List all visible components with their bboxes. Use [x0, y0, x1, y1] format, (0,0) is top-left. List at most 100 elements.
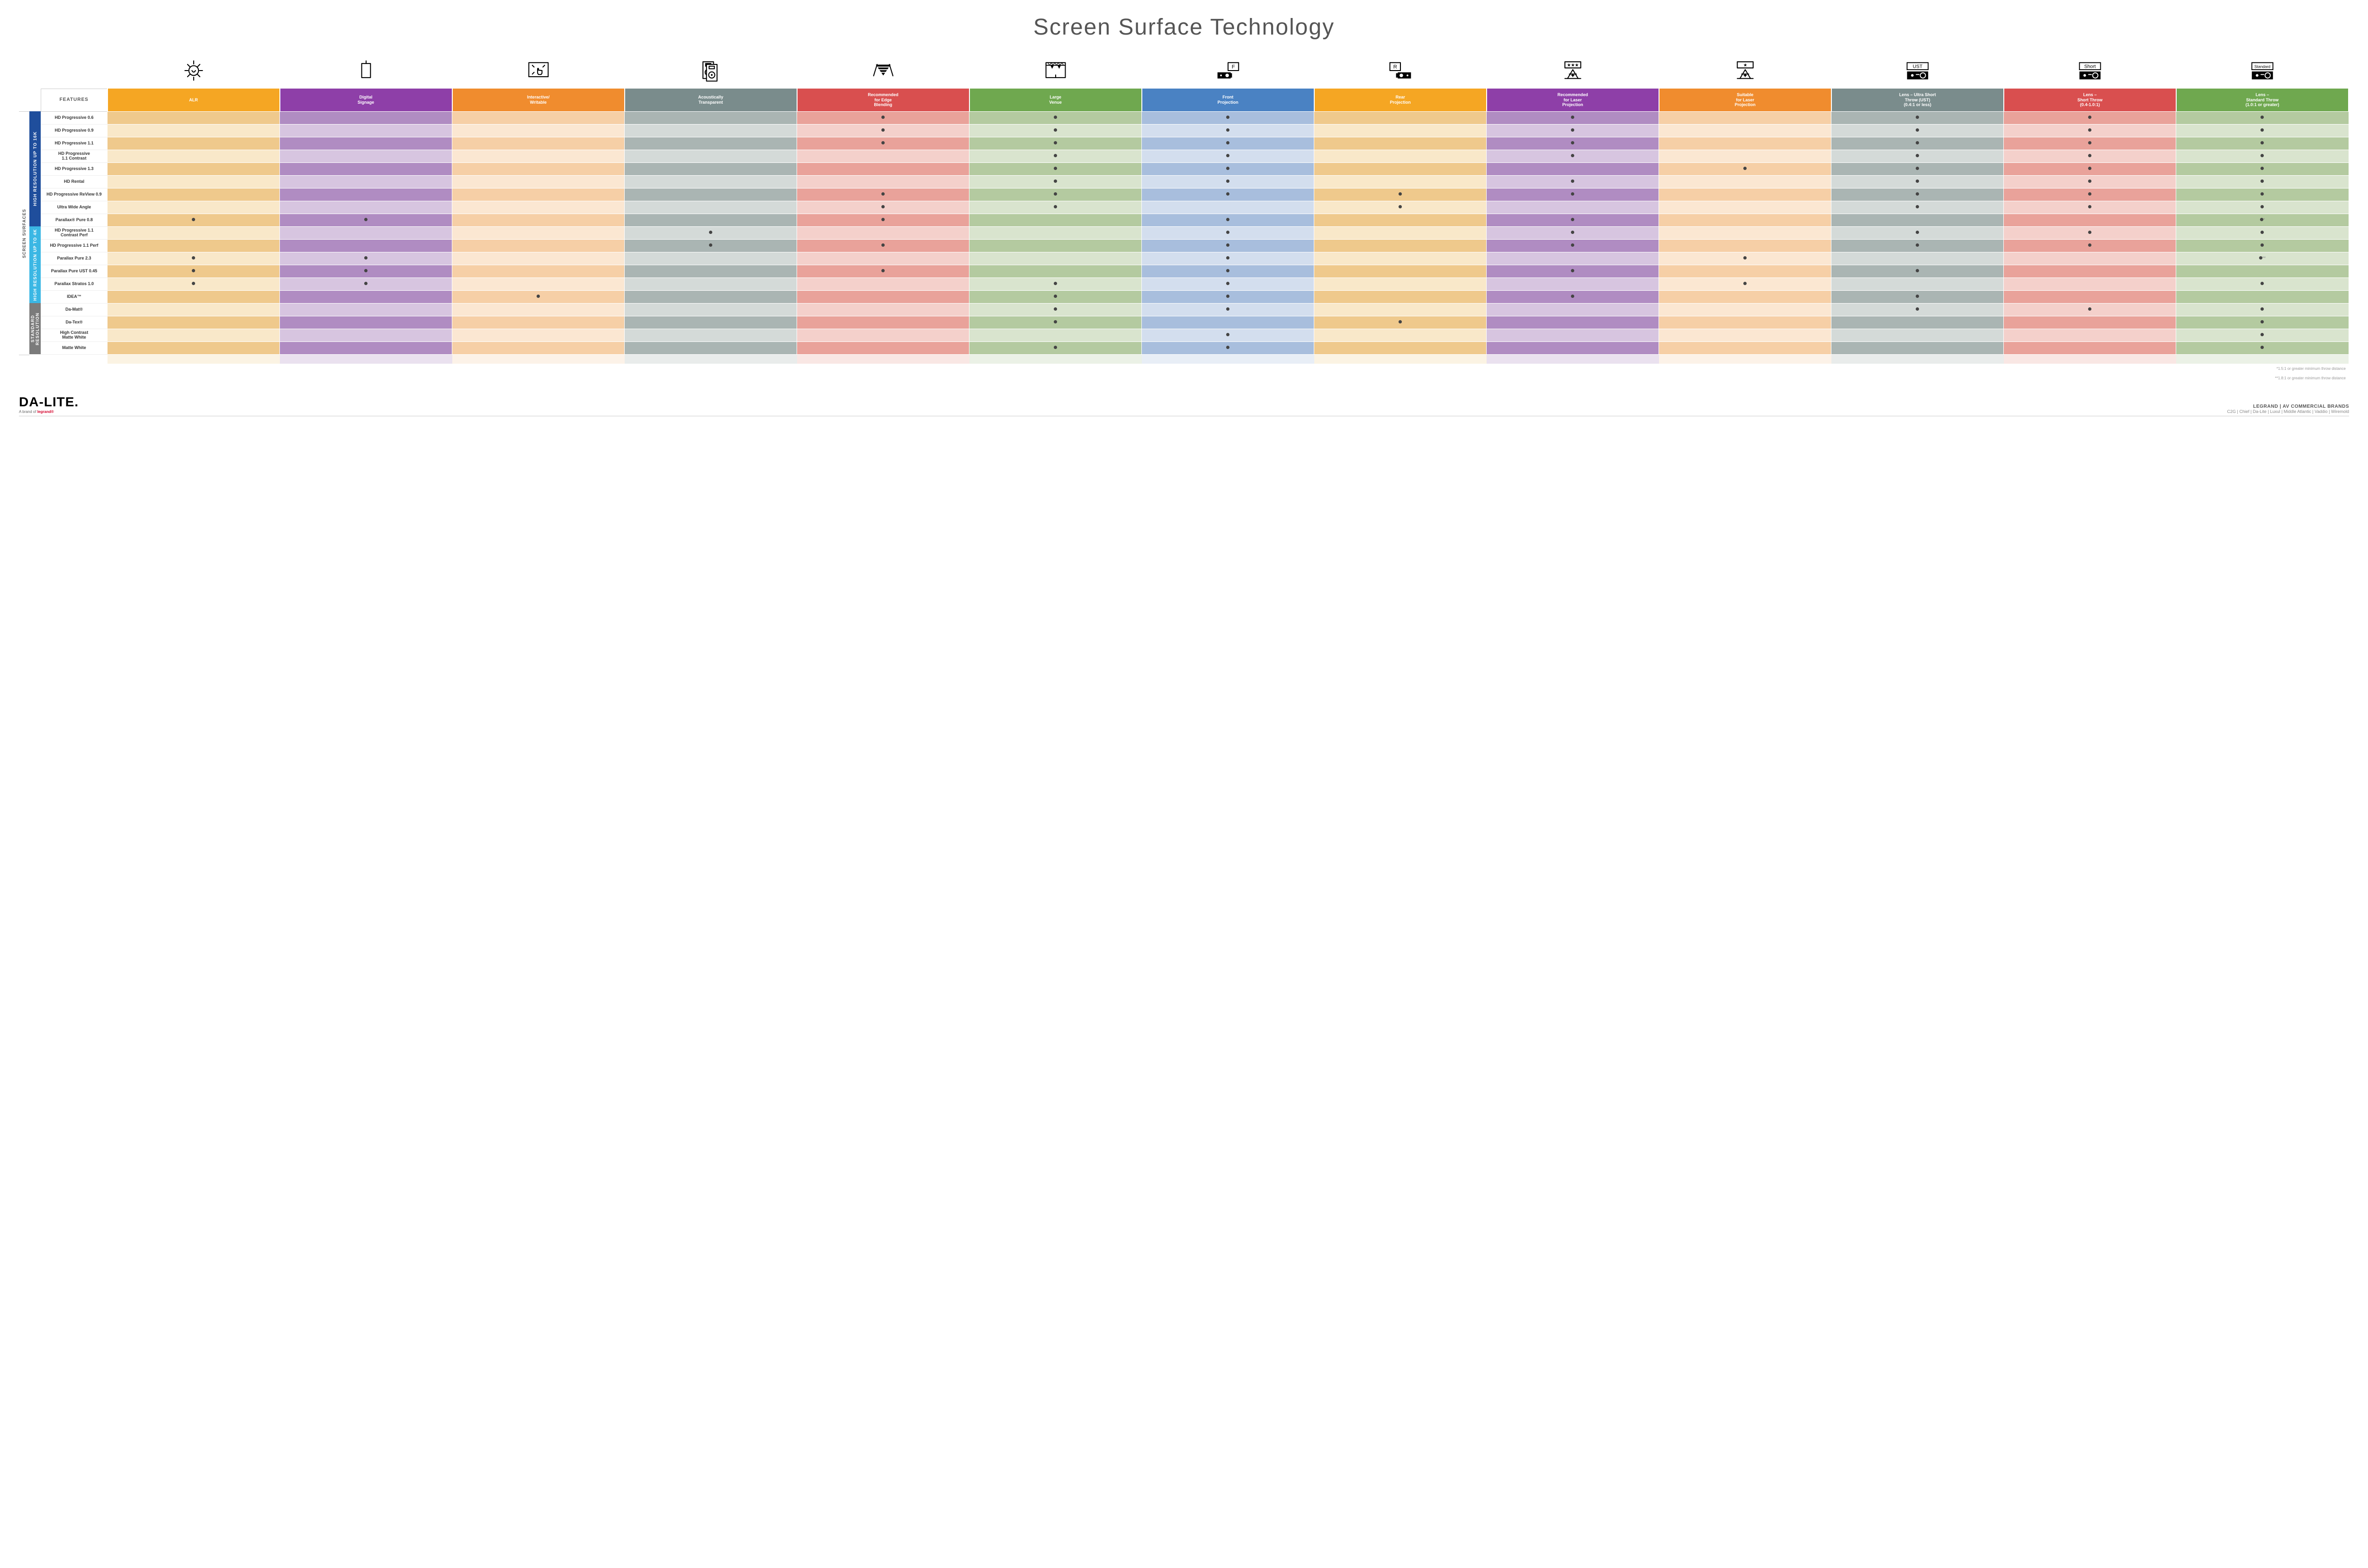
cell-signage	[280, 201, 452, 214]
comparison-chart: SCREEN SURFACESHIGH RESOLUTION UP TO 16K…	[19, 54, 2349, 383]
cell-short	[2004, 111, 2176, 124]
cell-rear	[1314, 150, 1487, 162]
cell-front	[1142, 303, 1314, 316]
cell-venue	[969, 162, 1142, 175]
cell-edge	[797, 278, 969, 290]
cell-signage	[280, 150, 452, 162]
cell-front	[1142, 226, 1314, 239]
cell-laser_rec	[1487, 226, 1659, 239]
cell-short	[2004, 175, 2176, 188]
cell-rear	[1314, 214, 1487, 226]
cell-laser_suit	[1659, 226, 1831, 239]
row-label: Da-Tex®	[41, 316, 108, 329]
cell-edge	[797, 303, 969, 316]
cell-signage	[280, 239, 452, 252]
cell-edge	[797, 252, 969, 265]
cell-edge	[797, 150, 969, 162]
cell-short	[2004, 201, 2176, 214]
cell-rear	[1314, 111, 1487, 124]
brand-subtitle: A brand of legrand®	[19, 410, 79, 414]
svg-text:R: R	[1393, 64, 1397, 70]
table-row: Da-Tex®	[41, 316, 2349, 329]
cell-ust	[1831, 201, 2004, 214]
cell-edge	[797, 316, 969, 329]
table-row: Parallax Pure 2.3**	[41, 252, 2349, 265]
cell-signage	[280, 329, 452, 341]
cell-acoustic	[625, 201, 797, 214]
cell-std	[2176, 341, 2349, 354]
cell-interactive	[452, 303, 625, 316]
cell-std	[2176, 329, 2349, 341]
table-row: HD Progressive ReView 0.9	[41, 188, 2349, 201]
svg-text:★★★: ★★★	[1567, 63, 1579, 67]
cell-signage	[280, 341, 452, 354]
cell-rear	[1314, 252, 1487, 265]
column-icon-ust: UST	[1831, 54, 2004, 89]
cell-alr	[108, 341, 280, 354]
cell-ust	[1831, 162, 2004, 175]
cell-laser_suit	[1659, 316, 1831, 329]
cell-edge	[797, 124, 969, 137]
cell-interactive	[452, 278, 625, 290]
cell-laser_suit	[1659, 137, 1831, 150]
cell-laser_rec	[1487, 201, 1659, 214]
column-header-rear: RearProjection	[1314, 89, 1487, 111]
row-label: IDEA™	[41, 290, 108, 303]
side-label-screen-surfaces: SCREEN SURFACES	[19, 111, 29, 355]
cell-std	[2176, 201, 2349, 214]
cell-venue	[969, 303, 1142, 316]
cell-short	[2004, 329, 2176, 341]
column-header-signage: DigitalSignage	[280, 89, 452, 111]
column-header-interactive: Interactive/Writable	[452, 89, 625, 111]
row-label: Da-Mat®	[41, 303, 108, 316]
column-header-short: Lens –Short Throw(0.4-1.0:1)	[2004, 89, 2176, 111]
row-label: Parallax Pure UST 0.45	[41, 265, 108, 278]
cell-rear	[1314, 329, 1487, 341]
cell-interactive	[452, 175, 625, 188]
group-label-16k: HIGH RESOLUTION UP TO 16K	[29, 111, 41, 226]
cell-ust	[1831, 111, 2004, 124]
column-icon-signage	[280, 54, 452, 89]
cell-interactive	[452, 329, 625, 341]
cell-venue	[969, 150, 1142, 162]
cell-acoustic	[625, 252, 797, 265]
cell-front	[1142, 316, 1314, 329]
cell-interactive	[452, 239, 625, 252]
cell-short	[2004, 341, 2176, 354]
column-icon-laser_rec: ★★★✦	[1487, 54, 1659, 89]
cell-interactive	[452, 214, 625, 226]
cell-alr	[108, 278, 280, 290]
cell-venue	[969, 316, 1142, 329]
cell-interactive	[452, 316, 625, 329]
cell-acoustic	[625, 226, 797, 239]
cell-rear	[1314, 188, 1487, 201]
cell-laser_rec	[1487, 278, 1659, 290]
cell-edge	[797, 329, 969, 341]
cell-alr	[108, 111, 280, 124]
cell-front	[1142, 124, 1314, 137]
cell-front	[1142, 214, 1314, 226]
cell-short	[2004, 265, 2176, 278]
cell-front	[1142, 150, 1314, 162]
cell-venue	[969, 137, 1142, 150]
cell-short	[2004, 162, 2176, 175]
cell-interactive	[452, 226, 625, 239]
table-row: Ultra Wide Angle	[41, 201, 2349, 214]
cell-rear	[1314, 201, 1487, 214]
cell-std: **	[2176, 252, 2349, 265]
cell-interactive	[452, 290, 625, 303]
cell-laser_suit	[1659, 150, 1831, 162]
cell-venue	[969, 201, 1142, 214]
table-row: HD Rental	[41, 175, 2349, 188]
cell-acoustic	[625, 162, 797, 175]
cell-edge	[797, 239, 969, 252]
row-label: HD Progressive 1.1Contrast Perf	[41, 226, 108, 239]
cell-laser_rec	[1487, 341, 1659, 354]
cell-laser_rec	[1487, 303, 1659, 316]
row-label: HD Rental	[41, 175, 108, 188]
cell-signage	[280, 188, 452, 201]
cell-laser_rec	[1487, 290, 1659, 303]
cell-std	[2176, 162, 2349, 175]
group-label-std: STANDARDRESOLUTION	[29, 303, 41, 354]
cell-venue	[969, 341, 1142, 354]
